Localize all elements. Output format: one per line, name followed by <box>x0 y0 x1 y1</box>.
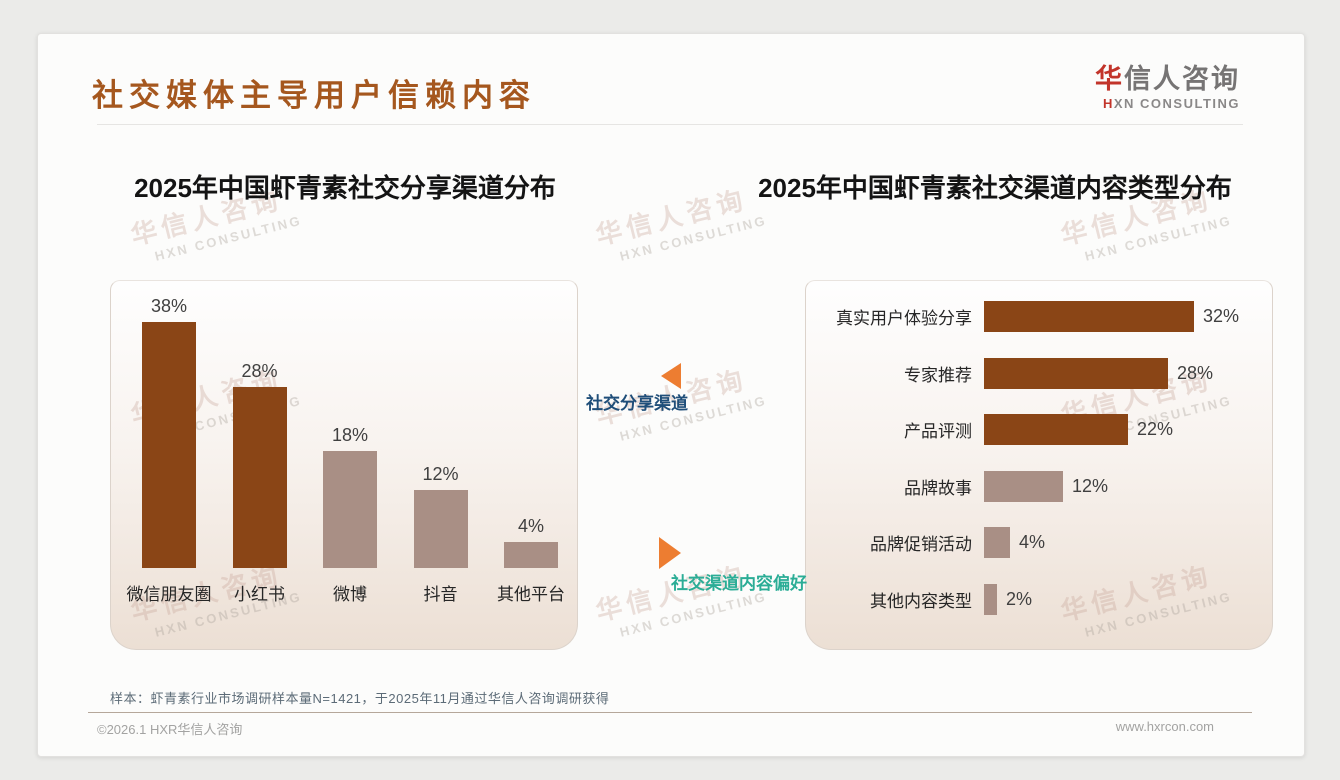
value-label: 32% <box>1203 306 1240 326</box>
logo-en-accent: H <box>1102 96 1114 111</box>
right-chart-panel <box>805 280 1273 650</box>
bar <box>142 322 196 568</box>
content-preference-label: 社交渠道内容偏好 <box>671 574 807 593</box>
bar <box>984 301 1194 332</box>
category-label: 其他内容类型 <box>870 591 972 611</box>
copyright-text: ©2026.1 HXR华信人咨询 <box>97 722 243 737</box>
vbar-column-4: 12% <box>396 464 486 568</box>
header-divider <box>97 124 1243 125</box>
bar <box>504 542 558 568</box>
value-label: 28% <box>1177 362 1214 383</box>
value-label: 12% <box>1072 475 1109 496</box>
vbar-column-1: 38% <box>124 296 214 568</box>
hbar-row-3: 产品评测 22% <box>805 414 1273 445</box>
value-label: 22% <box>1137 419 1174 439</box>
category-label: 品牌促销活动 <box>870 535 972 554</box>
logo-chinese-name: 华信人咨询 <box>1095 64 1240 94</box>
hbar-row-2: 专家推荐 28% <box>805 357 1273 389</box>
website-url: www.hxrcon.com <box>1115 719 1214 734</box>
page-title: 社交媒体主导用户信赖内容 <box>92 78 536 113</box>
logo-cn-accent: 华 <box>1095 64 1124 94</box>
category-label: 其他平台 <box>497 585 565 604</box>
bar <box>413 490 468 568</box>
hbar-row-5: 品牌促销活动 4% <box>805 527 1273 558</box>
category-label: 微博 <box>333 585 367 604</box>
bar <box>984 583 997 615</box>
category-label: 真实用户体验分享 <box>836 309 972 328</box>
logo-en-rest: XN CONSULTING <box>1113 96 1240 111</box>
hbar-row-6: 其他内容类型 2% <box>805 583 1273 615</box>
right-chart-title: 2025年中国虾青素社交渠道内容类型分布 <box>758 173 1232 203</box>
value-label: 4% <box>1019 532 1046 552</box>
category-label: 小红书 <box>234 585 285 604</box>
sample-footnote: 样本：虾青素行业市场调研样本量N=1421，于2025年11月通过华信人咨询调研… <box>110 691 610 706</box>
category-label: 产品评测 <box>904 422 972 441</box>
bar <box>984 357 1168 389</box>
value-label: 28% <box>241 361 278 381</box>
logo-english-name: HXN CONSULTING <box>1095 96 1240 112</box>
category-label: 抖音 <box>423 585 458 604</box>
logo-cn-rest: 信人咨询 <box>1124 64 1240 94</box>
vbar-column-2: 28% <box>215 361 305 568</box>
bar <box>984 470 1063 502</box>
category-label: 品牌故事 <box>904 478 972 498</box>
value-label: 2% <box>1006 588 1033 609</box>
bar <box>984 414 1128 445</box>
value-label: 38% <box>150 296 188 316</box>
value-label: 18% <box>331 425 369 445</box>
category-label: 专家推荐 <box>904 365 972 385</box>
vbar-column-5: 4% <box>486 516 576 568</box>
bar <box>232 387 287 568</box>
value-label: 4% <box>517 516 544 536</box>
hbar-row-1: 真实用户体验分享 32% <box>805 301 1273 332</box>
arrow-left-icon <box>661 363 681 389</box>
company-logo: 华信人咨询 HXN CONSULTING <box>1095 64 1240 112</box>
category-label: 微信朋友圈 <box>126 585 212 604</box>
footer-divider <box>88 712 1252 713</box>
hbar-row-4: 品牌故事 12% <box>805 470 1273 502</box>
bar <box>984 527 1010 558</box>
share-channel-chart: 38% 微信朋友圈 28% 小红书 18% 微博 12% 抖音 4% 其他平台 <box>110 280 578 650</box>
bar <box>323 451 377 568</box>
content-type-chart: 真实用户体验分享 32% 专家推荐 28% 产品评测 22% 品牌故事 12% 品牌促销活动 4%… <box>805 280 1273 650</box>
share-channel-label: 社交分享渠道 <box>586 394 688 413</box>
vbar-column-3: 18% <box>305 425 395 568</box>
value-label: 12% <box>422 464 459 484</box>
left-chart-title: 2025年中国虾青素社交分享渠道分布 <box>134 173 556 203</box>
arrow-right-icon <box>659 537 681 569</box>
